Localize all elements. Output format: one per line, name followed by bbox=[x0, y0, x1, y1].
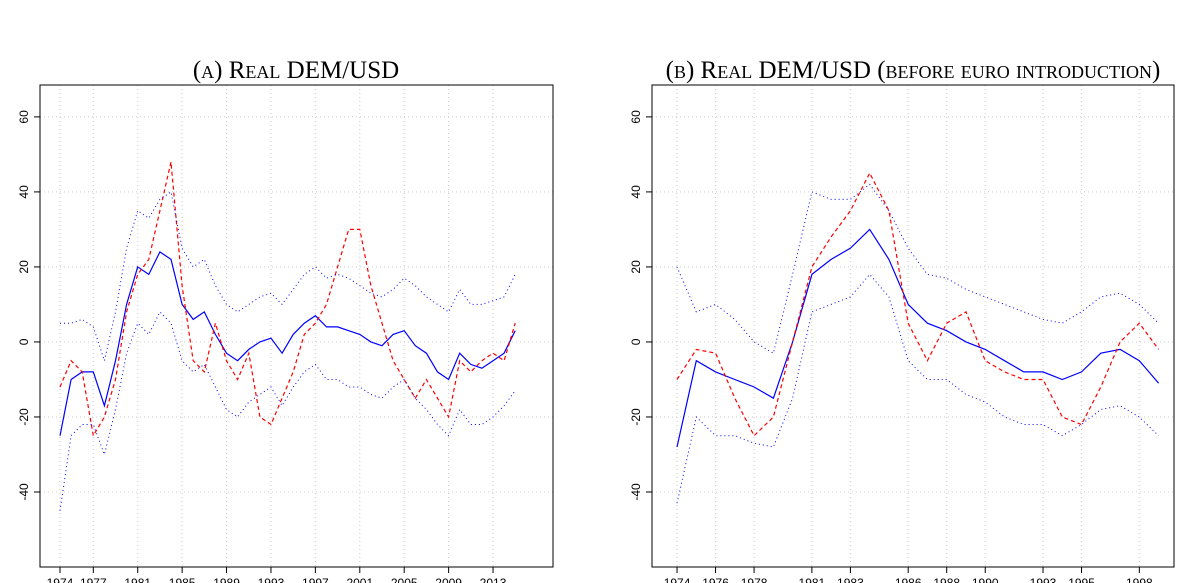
y-tick-label: 20 bbox=[17, 260, 31, 274]
data-line bbox=[676, 183, 1159, 354]
x-tick-label: 1983 bbox=[837, 576, 864, 583]
x-tick-label: 1978 bbox=[741, 576, 768, 583]
x-tick-label: 2001 bbox=[346, 576, 373, 583]
x-tick-label: 1989 bbox=[213, 576, 240, 583]
x-tick-label: 1997 bbox=[302, 576, 329, 583]
chart-title: (a) Real DEM/USD bbox=[192, 57, 400, 84]
x-tick-label: 1974 bbox=[664, 576, 691, 583]
x-tick-label: 1995 bbox=[1068, 576, 1095, 583]
chart-title: (b) Real DEM/USD (before euro introducti… bbox=[665, 57, 1161, 84]
x-tick-label: 1981 bbox=[124, 576, 151, 583]
x-tick-label: 1985 bbox=[169, 576, 196, 583]
y-tick-label: 40 bbox=[629, 185, 643, 199]
y-tick-label: 40 bbox=[17, 185, 31, 199]
x-tick-label: 1986 bbox=[895, 576, 922, 583]
y-tick-label: -40 bbox=[17, 483, 31, 501]
plot-frame bbox=[651, 84, 1175, 568]
x-tick-label: 1977 bbox=[80, 576, 107, 583]
x-tick-label: 1998 bbox=[1126, 576, 1153, 583]
x-tick-label: 1976 bbox=[702, 576, 729, 583]
x-tick-label: 2005 bbox=[391, 576, 418, 583]
y-tick-label: 0 bbox=[629, 338, 643, 345]
data-line bbox=[59, 251, 516, 436]
x-tick-label: 1993 bbox=[258, 576, 285, 583]
x-tick-label: 2013 bbox=[480, 576, 507, 583]
y-tick-label: -20 bbox=[17, 408, 31, 426]
y-tick-label: 60 bbox=[629, 110, 643, 124]
title-box: (a) Real DEM/USD bbox=[36, 8, 556, 86]
y-tick-label: 20 bbox=[629, 260, 643, 274]
data-line bbox=[676, 273, 1159, 504]
y-tick-label: -20 bbox=[629, 408, 643, 426]
plot-frame bbox=[39, 84, 554, 568]
x-tick-label: 1988 bbox=[933, 576, 960, 583]
data-line bbox=[676, 171, 1160, 437]
y-tick-label: -40 bbox=[629, 483, 643, 501]
x-tick-label: 1990 bbox=[972, 576, 999, 583]
data-line bbox=[60, 191, 516, 363]
y-tick-label: 60 bbox=[17, 110, 31, 124]
data-line bbox=[676, 228, 1160, 448]
x-tick-label: 2009 bbox=[435, 576, 462, 583]
y-tick-label: 0 bbox=[17, 338, 31, 345]
x-tick-label: 1981 bbox=[799, 576, 826, 583]
x-tick-label: 1993 bbox=[1030, 576, 1057, 583]
title-box: (b) Real DEM/USD (before euro introducti… bbox=[653, 8, 1173, 86]
x-tick-label: 1974 bbox=[47, 576, 74, 583]
